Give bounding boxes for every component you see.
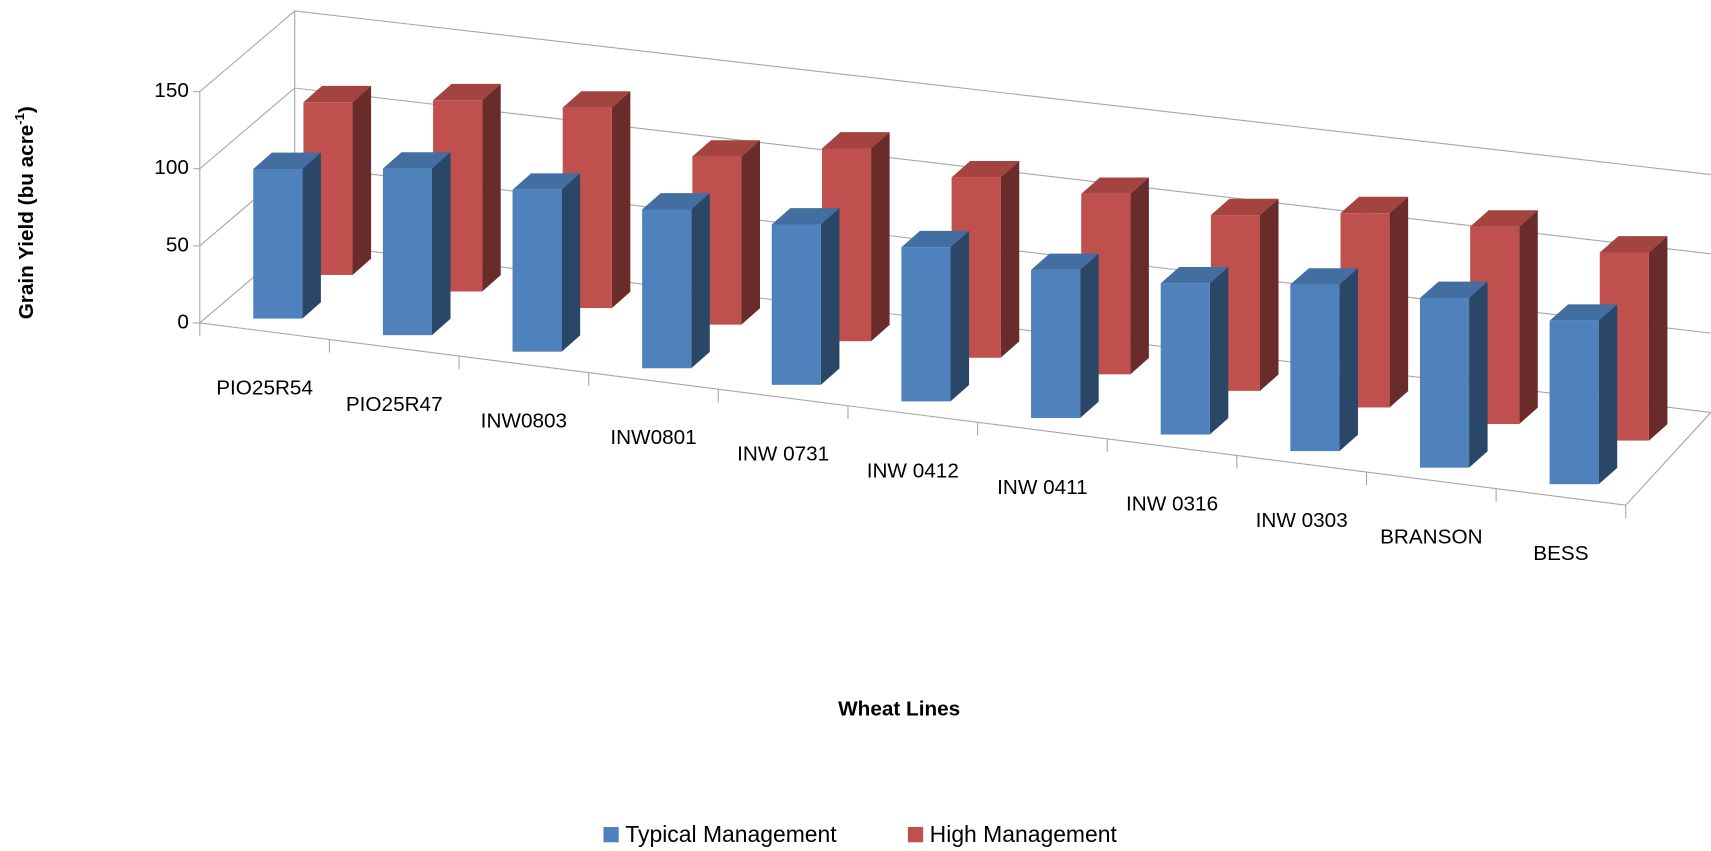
bar-side: [820, 208, 840, 385]
bar-top: [253, 152, 321, 170]
x-tick-label: INW 0412: [867, 459, 959, 482]
bar-top: [1419, 281, 1488, 299]
bar-top: [1210, 198, 1279, 216]
x-tick-label: INW 0411: [997, 476, 1088, 499]
bar-side: [1339, 268, 1358, 452]
bar: [382, 168, 432, 336]
bar-top: [1599, 236, 1668, 253]
bar: [253, 169, 303, 319]
bar-side: [611, 91, 631, 309]
x-tick-label: INW 0303: [1256, 509, 1348, 532]
bar-side: [1519, 210, 1538, 425]
y-axis-title-main: Grain Yield (bu acre: [15, 125, 38, 320]
y-axis-title: Grain Yield (bu acre-1): [12, 106, 38, 319]
bar-top: [382, 152, 451, 169]
bar-side: [561, 173, 581, 352]
bar-side: [1130, 177, 1149, 375]
bar-top: [642, 193, 710, 210]
y-tick-label: 0: [177, 310, 189, 333]
bar-top: [1081, 177, 1149, 194]
x-tick-label: INW 0316: [1126, 492, 1218, 515]
bar-top: [1549, 304, 1618, 321]
bar-side: [352, 85, 372, 275]
bar-top: [951, 160, 1020, 178]
x-tick-label: BESS: [1533, 542, 1588, 565]
bar-top: [1470, 210, 1538, 227]
bar-side: [1469, 281, 1488, 468]
bar-side: [1598, 304, 1618, 485]
legend-label: Typical Management: [625, 821, 837, 847]
bar-top: [1340, 196, 1409, 214]
x-axis-title: Wheat Lines: [838, 698, 960, 721]
bar-top: [303, 85, 372, 103]
bar-top: [1290, 268, 1358, 285]
bar-side: [741, 140, 760, 325]
bar-top: [1160, 267, 1229, 284]
bar-side: [1648, 236, 1668, 441]
bar-side: [691, 193, 710, 369]
bar: [901, 247, 951, 402]
x-tick-label: BRANSON: [1380, 526, 1482, 549]
bar-side: [1259, 198, 1279, 391]
grid-line: [199, 87, 1711, 255]
bar: [512, 189, 562, 352]
x-tick-label: INW0803: [481, 410, 567, 433]
bar-top: [512, 173, 581, 190]
bar-side: [431, 152, 451, 336]
bar-side: [1080, 253, 1099, 418]
bar-side: [302, 152, 321, 319]
bar-side: [950, 230, 970, 402]
y-tick-label: 150: [154, 79, 189, 102]
bar: [1419, 298, 1470, 468]
bar-side: [1389, 196, 1409, 408]
bar: [1031, 269, 1081, 418]
bar-top: [433, 83, 501, 101]
bar-top: [771, 208, 840, 225]
y-tick-label: 100: [154, 156, 189, 179]
bar-side: [1209, 267, 1229, 435]
x-tick-label: INW0801: [610, 426, 696, 449]
bar-side: [871, 132, 890, 342]
bar: [1290, 284, 1340, 452]
bar: [1549, 320, 1599, 485]
legend-swatch: [603, 826, 619, 843]
x-tick-label: PIO25R54: [216, 377, 313, 400]
bar-side: [482, 83, 501, 292]
bar-side: [1000, 160, 1020, 358]
legend-swatch: [907, 826, 924, 843]
x-tick-label: INW 0731: [737, 443, 829, 466]
bar-top: [1031, 253, 1099, 270]
legend-label: High Management: [930, 821, 1118, 847]
y-axis-title-sup: -1: [12, 113, 27, 125]
grid-line: [199, 10, 1711, 176]
bar-top: [821, 132, 890, 149]
y-tick-label: 50: [166, 233, 189, 256]
bar: [771, 224, 821, 385]
bar-top: [562, 91, 631, 108]
bar-top: [692, 140, 760, 157]
bar: [642, 209, 692, 369]
bar: [1160, 283, 1210, 435]
bar-top: [901, 230, 970, 248]
x-tick-label: PIO25R47: [346, 393, 443, 416]
y-axis-title-end: ): [15, 106, 38, 113]
